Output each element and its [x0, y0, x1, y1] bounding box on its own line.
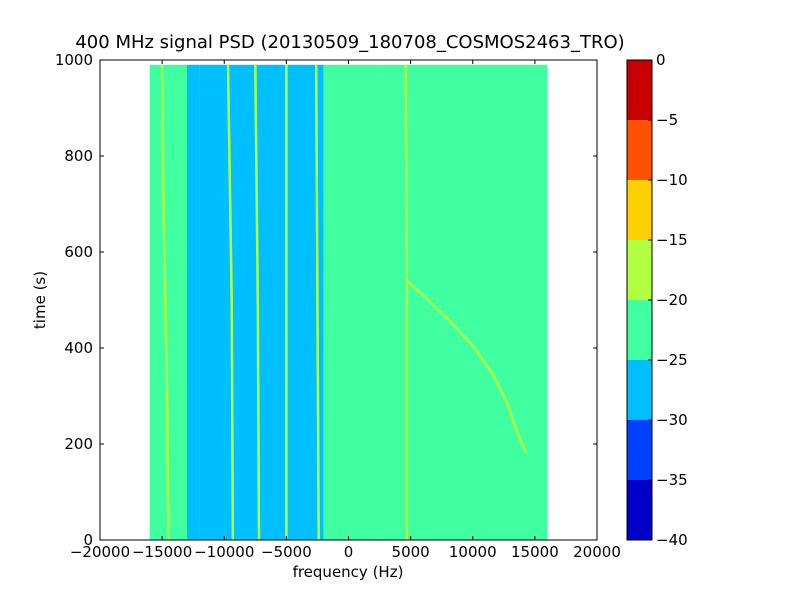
- colorbar-segment: [627, 120, 652, 180]
- y-tick-label: 800: [64, 147, 93, 165]
- x-tick-label: 10000: [449, 543, 497, 561]
- x-tick-label: 20000: [573, 543, 621, 561]
- x-axis-label: frequency (Hz): [293, 563, 404, 581]
- y-tick-label: 400: [64, 339, 93, 357]
- signal-line: [226, 64, 235, 540]
- colorbar-tick-label: −40: [656, 531, 688, 549]
- y-tick-label: 200: [64, 435, 93, 453]
- colorbar-tick-label: −25: [656, 351, 688, 369]
- y-axis: 0 200 400 600 800 1000: [55, 51, 597, 549]
- noise-band: [186, 64, 200, 540]
- noise-band: [323, 64, 380, 540]
- signal-line: [314, 64, 320, 540]
- y-tick-label: 600: [64, 243, 93, 261]
- colorbar-segment: [627, 300, 652, 360]
- colorbar-tick-label: −30: [656, 411, 688, 429]
- colorbar-segment: [627, 420, 652, 480]
- x-tick-label: −20000: [70, 543, 130, 561]
- colorbar-segment: [627, 480, 652, 540]
- colorbar: −40 −35 −30 −25 −20 −15 −10 −5 0: [626, 51, 688, 549]
- colorbar-tick-label: −35: [656, 471, 688, 489]
- colorbar-tick-label: −5: [656, 111, 678, 129]
- colorbar-segment: [627, 240, 652, 300]
- x-tick-label: −5000: [261, 543, 312, 561]
- signal-line: [160, 64, 170, 540]
- x-tick-label: −10000: [194, 543, 254, 561]
- y-tick-label: 1000: [55, 51, 93, 69]
- colorbar-tick-label: −15: [656, 231, 688, 249]
- colorbar-tick-label: 0: [656, 51, 666, 69]
- x-tick-label: 0: [344, 543, 354, 561]
- noise-band: [199, 64, 324, 540]
- signal-line: [404, 64, 409, 540]
- signal-line: [254, 64, 261, 540]
- noise-band: [379, 64, 548, 540]
- signal-line: [406, 279, 528, 455]
- y-tick-label: 0: [83, 531, 93, 549]
- colorbar-tick-label: −10: [656, 171, 688, 189]
- colorbar-segment: [627, 360, 652, 420]
- colorbar-segment: [627, 180, 652, 240]
- spectrogram-heatmap: [149, 64, 548, 540]
- colorbar-tick-label: −20: [656, 291, 688, 309]
- colorbar-segment: [627, 60, 652, 120]
- y-axis-label: time (s): [31, 271, 49, 329]
- x-tick-label: 15000: [511, 543, 559, 561]
- x-axis: −20000 −15000 −10000 −5000 0 5000 10000 15000 20…: [70, 60, 621, 561]
- x-tick-label: −15000: [132, 543, 192, 561]
- x-tick-label: 5000: [392, 543, 430, 561]
- chart-title: 400 MHz signal PSD (20130509_180708_COSM…: [75, 32, 624, 53]
